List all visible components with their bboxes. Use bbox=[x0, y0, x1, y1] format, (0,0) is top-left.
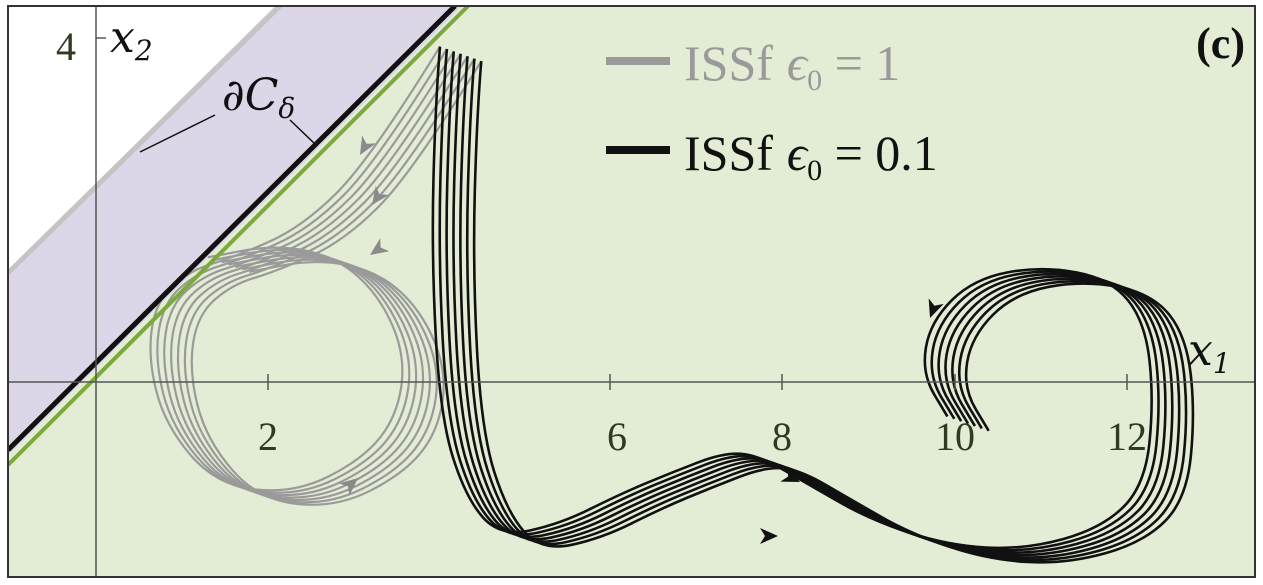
inner-boundary-line bbox=[8, 6, 457, 452]
trajectory-eps-0.1-6 bbox=[472, 60, 1195, 564]
boundary-band-region bbox=[8, 6, 462, 455]
x-tick-label-12: 12 bbox=[1107, 414, 1147, 459]
x-ticks bbox=[96, 37, 1128, 390]
x-tick-label-8: 8 bbox=[772, 414, 792, 459]
x-tick-label-6: 6 bbox=[607, 414, 627, 459]
trajectories-issf-eps-0.1 bbox=[431, 46, 1195, 564]
x-axis-label: x1 bbox=[1188, 325, 1231, 380]
trajectory-eps-1-0 bbox=[149, 46, 441, 492]
direction-arrows bbox=[339, 135, 944, 544]
y-axis-label: x2 bbox=[110, 12, 153, 67]
direction-arrow-2 bbox=[370, 238, 390, 255]
direction-arrow-0 bbox=[360, 135, 376, 155]
trajectory-eps-1-3 bbox=[170, 53, 462, 499]
trajectory-eps-1-2 bbox=[163, 50, 455, 497]
outer-boundary-line bbox=[8, 6, 284, 275]
trajectory-eps-1-4 bbox=[176, 55, 469, 502]
plot-frame bbox=[7, 5, 1256, 578]
direction-arrow-3 bbox=[339, 478, 358, 496]
boundary-label-leader-outer bbox=[139, 114, 216, 153]
direction-arrow-6 bbox=[760, 528, 778, 544]
trajectory-eps-1-6 bbox=[190, 60, 483, 506]
direction-arrow-4 bbox=[928, 298, 944, 318]
x-tick-label-10: 10 bbox=[935, 414, 975, 459]
legend-label-eps-1: ISSf ϵ0 = 1 bbox=[684, 35, 900, 97]
direction-arrow-5 bbox=[780, 467, 800, 482]
x-tick-label-2: 2 bbox=[258, 414, 278, 459]
boundary-label: ∂Cδ bbox=[222, 70, 295, 125]
safe-set-edge-line bbox=[8, 6, 470, 467]
direction-arrow-1 bbox=[372, 185, 389, 205]
trajectory-eps-1-5 bbox=[183, 58, 476, 504]
legend-label-eps-0.1: ISSf ϵ0 = 0.1 bbox=[684, 125, 938, 187]
legend: ISSf ϵ0 = 1 ISSf ϵ0 = 0.1 bbox=[606, 35, 938, 187]
y-tick-label-4: 4 bbox=[56, 24, 76, 69]
boundary-label-leader-inner bbox=[289, 119, 317, 146]
panel-label: (c) bbox=[1196, 19, 1245, 68]
trajectories-issf-eps-1 bbox=[149, 46, 483, 506]
trajectory-eps-1-1 bbox=[156, 48, 448, 494]
